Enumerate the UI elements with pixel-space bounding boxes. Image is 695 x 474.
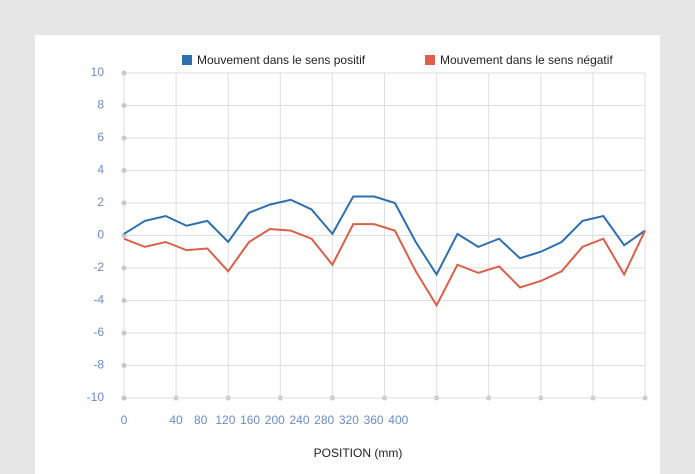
x-tick-label: 80 xyxy=(194,413,208,427)
x-tick-label: 160 xyxy=(240,413,260,427)
legend-swatch xyxy=(182,55,192,65)
x-tick-label: 400 xyxy=(388,413,408,427)
x-tick-label: 40 xyxy=(169,413,183,427)
y-tick-label: -2 xyxy=(93,260,104,274)
legend-label: Mouvement dans le sens négatif xyxy=(440,53,613,67)
y-tick-label: -4 xyxy=(93,293,104,307)
grid-dot xyxy=(121,395,127,401)
series-line xyxy=(123,223,646,308)
x-tick-label: 240 xyxy=(289,413,309,427)
y-tick-label: 8 xyxy=(97,98,104,112)
y-tick-label: 10 xyxy=(91,65,105,79)
grid-dot xyxy=(121,298,127,303)
x-tick-label: 0 xyxy=(121,413,128,427)
grid-dot xyxy=(121,200,127,206)
y-tick-label: 2 xyxy=(97,195,104,209)
legend-label: Mouvement dans le sens positif xyxy=(197,53,366,67)
grid-dot xyxy=(121,330,127,336)
grid-dot xyxy=(121,168,127,173)
x-tick-label: 120 xyxy=(215,413,235,427)
y-tick-label: 4 xyxy=(97,163,104,177)
y-tick-label: -6 xyxy=(93,325,104,339)
panel xyxy=(35,35,660,474)
x-axis-label: POSITION (mm) xyxy=(314,446,403,460)
x-tick-label: 360 xyxy=(364,413,384,427)
legend-swatch xyxy=(425,55,435,65)
y-tick-label: -10 xyxy=(87,390,105,404)
y-tick-label: -8 xyxy=(93,358,104,372)
y-tick-label: 0 xyxy=(97,228,104,242)
grid-dot xyxy=(121,363,127,368)
grid-dot xyxy=(121,135,127,141)
grid-dot xyxy=(121,70,127,76)
x-tick-label: 280 xyxy=(314,413,334,427)
x-tick-label: 320 xyxy=(339,413,359,427)
grid-dot xyxy=(121,103,127,108)
x-tick-label: 200 xyxy=(265,413,285,427)
y-tick-label: 6 xyxy=(97,130,104,144)
grid-dot xyxy=(121,265,127,271)
series-line xyxy=(123,195,646,277)
